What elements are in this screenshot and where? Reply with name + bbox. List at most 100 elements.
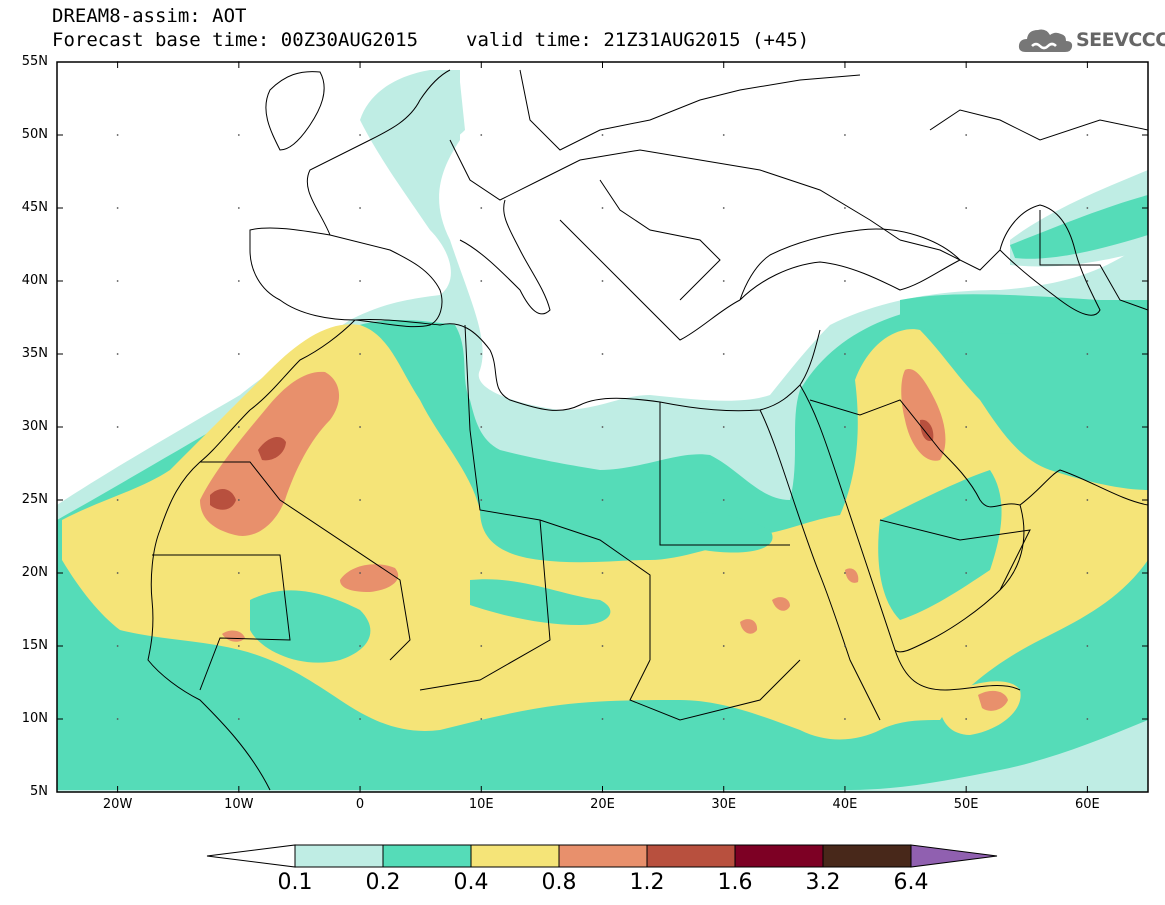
colorbar-segment bbox=[558, 844, 648, 868]
border-arabia-2 bbox=[879, 519, 1031, 591]
lat-label: 35N bbox=[21, 346, 48, 361]
grid-dot bbox=[237, 718, 240, 720]
grid-dot bbox=[359, 645, 361, 647]
coastline-italy-balkans bbox=[459, 199, 741, 341]
lat-label: 30N bbox=[21, 419, 48, 434]
grid-dot bbox=[480, 207, 483, 209]
grid-dot bbox=[844, 134, 846, 136]
aot-band-1.2-algeria bbox=[258, 436, 286, 461]
grid-dot bbox=[116, 280, 119, 282]
border-asia-2 bbox=[1039, 210, 1148, 311]
colorbar-label: 0.4 bbox=[453, 870, 489, 895]
grid-dot bbox=[1086, 572, 1089, 574]
grid-dot bbox=[601, 645, 604, 647]
grid-dot bbox=[237, 134, 240, 136]
grid-dot bbox=[1086, 280, 1089, 282]
aot-band-0.8-iraq bbox=[901, 369, 946, 461]
colorbar-label: 6.4 bbox=[893, 870, 929, 895]
grid-dot bbox=[844, 353, 846, 355]
colorbar-label: 1.2 bbox=[629, 870, 665, 895]
grid-dot bbox=[480, 353, 483, 355]
grid-dot bbox=[965, 426, 968, 428]
aot-patch-green-sudan bbox=[660, 512, 773, 553]
lon-label: 0 bbox=[355, 797, 365, 812]
grid-dot bbox=[359, 718, 361, 720]
grid-dot bbox=[359, 207, 361, 209]
grid-dot bbox=[116, 499, 119, 501]
lon-label: 60E bbox=[1074, 797, 1100, 812]
lat-label: 40N bbox=[21, 273, 48, 288]
grid-dot bbox=[722, 134, 725, 136]
colorbar-low-arrow bbox=[206, 844, 296, 868]
map-subtitle: Forecast base time: 00Z30AUG2015 valid ti… bbox=[52, 29, 809, 51]
coastline-caspian bbox=[999, 204, 1101, 316]
lat-label: 10N bbox=[21, 711, 48, 726]
colorbar-label: 3.2 bbox=[805, 870, 841, 895]
aot-patch-green-libya bbox=[470, 579, 611, 625]
coastline-arabian-sea bbox=[894, 504, 1025, 653]
grid-dot bbox=[965, 134, 968, 136]
grid-dot bbox=[722, 280, 725, 282]
grid-dot bbox=[844, 207, 846, 209]
grid-dot bbox=[965, 280, 968, 282]
grid-dot bbox=[722, 499, 725, 501]
border-asia-1 bbox=[899, 109, 1148, 271]
grid-dot bbox=[1086, 207, 1089, 209]
grid-dot bbox=[601, 718, 604, 720]
coastline-red-sea-west bbox=[759, 409, 881, 721]
grid-dot bbox=[601, 499, 604, 501]
grid-dot bbox=[1086, 645, 1089, 647]
colorbar-segment bbox=[294, 844, 384, 868]
aot-patch-green-arabia bbox=[878, 470, 1002, 620]
grid-dot bbox=[359, 353, 361, 355]
grid-dot bbox=[116, 718, 119, 720]
border-sahara-2 bbox=[152, 554, 291, 691]
map-title: DREAM8-assim: AOT bbox=[52, 5, 247, 27]
grid-dot bbox=[965, 499, 968, 501]
grid-dot bbox=[1086, 353, 1089, 355]
colorbar-high-arrow bbox=[910, 844, 998, 868]
colorbar-segment bbox=[470, 844, 560, 868]
grid-dot bbox=[844, 572, 846, 574]
grid-dot bbox=[601, 207, 604, 209]
border-europe-2 bbox=[519, 69, 861, 151]
grid-dot bbox=[844, 280, 846, 282]
lat-label: 15N bbox=[21, 638, 48, 653]
grid-dot bbox=[1086, 499, 1089, 501]
coastline-mediterranean bbox=[354, 318, 821, 412]
lon-label: 10W bbox=[224, 797, 254, 812]
lat-label: 25N bbox=[21, 492, 48, 507]
grid-dot bbox=[965, 207, 968, 209]
colorbar-label: 1.6 bbox=[717, 870, 753, 895]
grid-dot bbox=[965, 718, 968, 720]
grid-dot bbox=[722, 353, 725, 355]
aot-patch-north-sea bbox=[379, 79, 465, 147]
grid-dot bbox=[480, 134, 483, 136]
grid-dot bbox=[237, 645, 240, 647]
coastline-red-sea-east bbox=[799, 384, 1021, 691]
grid-dot bbox=[844, 645, 846, 647]
grid-dot bbox=[722, 572, 725, 574]
lat-label: 20N bbox=[21, 565, 48, 580]
grid-dot bbox=[359, 134, 361, 136]
border-europe-3 bbox=[599, 179, 721, 301]
grid-dot bbox=[722, 207, 725, 209]
grid-dot bbox=[1086, 718, 1089, 720]
grid-dot bbox=[965, 572, 968, 574]
aot-patch-orange-sudan bbox=[740, 619, 758, 634]
grid-dot bbox=[1086, 134, 1089, 136]
coastline-persian-gulf bbox=[939, 449, 1148, 508]
lon-label: 50E bbox=[953, 797, 979, 812]
lon-label: 10E bbox=[468, 797, 494, 812]
grid-dot bbox=[722, 645, 725, 647]
grid-dot bbox=[116, 353, 119, 355]
grid-dot bbox=[601, 353, 604, 355]
colorbar-segment bbox=[382, 844, 472, 868]
grid-dot bbox=[480, 572, 483, 574]
aot-band-1.2-iraq bbox=[920, 419, 934, 441]
grid-dot bbox=[722, 426, 725, 428]
aot-band-1.2 bbox=[210, 488, 236, 510]
aot-patch-orange-mali bbox=[340, 564, 399, 592]
aot-patch-orange-eritrea bbox=[845, 568, 859, 583]
